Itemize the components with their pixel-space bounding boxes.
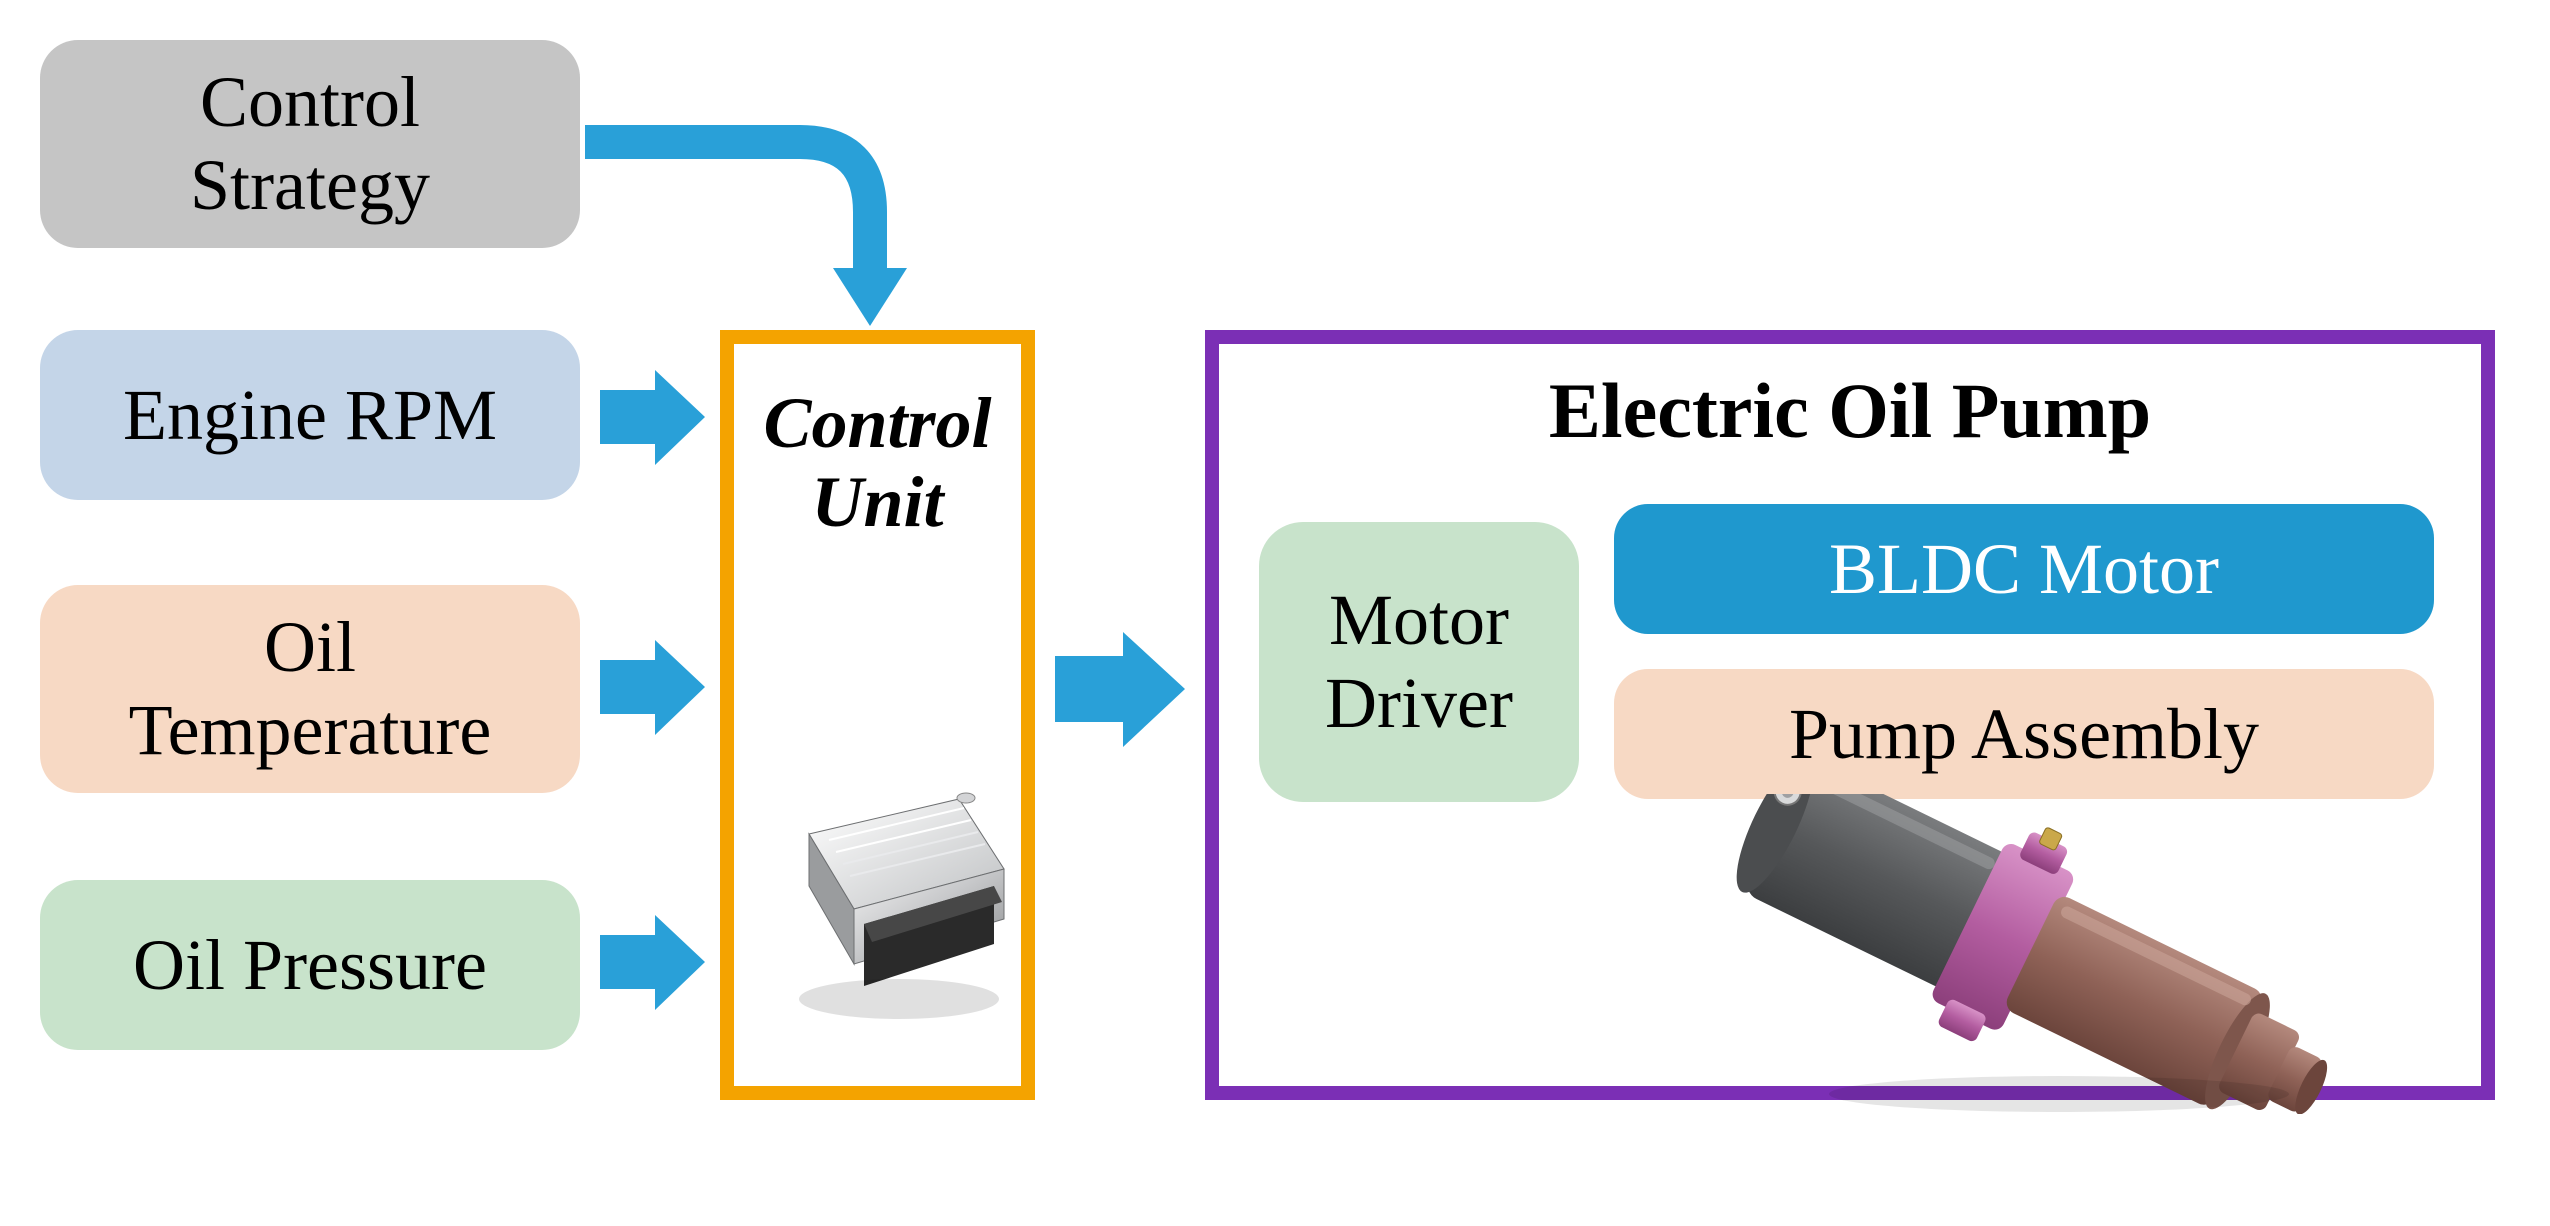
bldc-motor-box: BLDC Motor <box>1614 504 2434 634</box>
diagram-canvas: ControlStrategy Engine RPM OilTemperatur… <box>0 0 2550 1226</box>
pump-assembly-box: Pump Assembly <box>1614 669 2434 799</box>
control-unit-title: ControlUnit <box>734 384 1021 542</box>
arrow-press-to-control <box>600 915 705 1010</box>
pump-device-icon <box>1689 794 2369 1114</box>
motor-driver-label: MotorDriver <box>1325 579 1513 745</box>
oil-pressure-box: Oil Pressure <box>40 880 580 1050</box>
pump-box: Electric Oil Pump MotorDriver BLDC Motor… <box>1205 330 2495 1100</box>
control-unit-box: ControlUnit <box>720 330 1035 1100</box>
arrow-control-to-pump <box>1055 632 1185 747</box>
arrow-rpm-to-control <box>600 370 705 465</box>
arrow-strategy-to-control <box>585 100 945 335</box>
oil-pressure-label: Oil Pressure <box>133 924 487 1007</box>
control-strategy-label: ControlStrategy <box>190 61 430 227</box>
oil-temp-label: OilTemperature <box>129 606 492 772</box>
engine-rpm-label: Engine RPM <box>123 374 497 457</box>
pump-assembly-label: Pump Assembly <box>1789 693 2259 776</box>
arrow-temp-to-control <box>600 640 705 735</box>
engine-rpm-box: Engine RPM <box>40 330 580 500</box>
oil-temp-box: OilTemperature <box>40 585 580 793</box>
ecu-device-icon <box>754 774 1024 1044</box>
pump-box-title: Electric Oil Pump <box>1219 366 2481 456</box>
control-strategy-box: ControlStrategy <box>40 40 580 248</box>
motor-driver-box: MotorDriver <box>1259 522 1579 802</box>
bldc-motor-label: BLDC Motor <box>1829 528 2219 611</box>
